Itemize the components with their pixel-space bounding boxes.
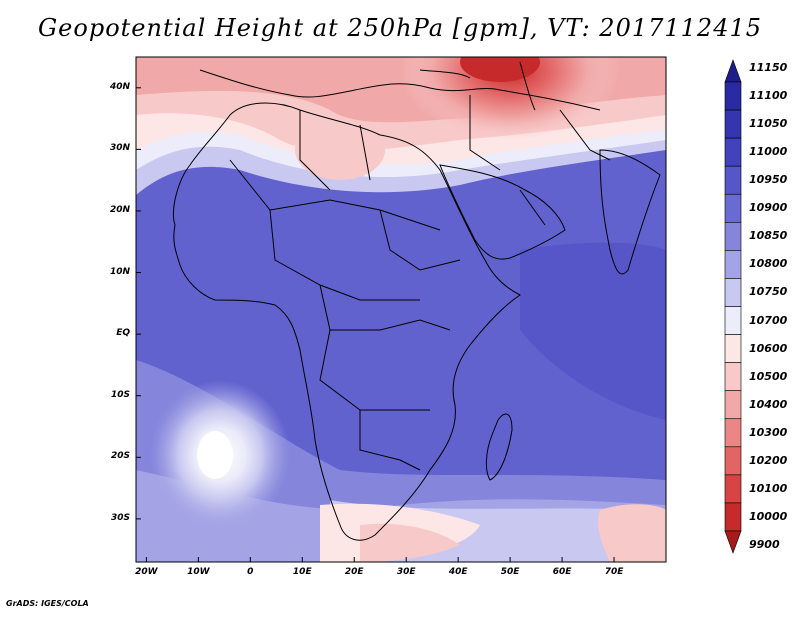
lon-label: 60E xyxy=(552,567,572,577)
colorbar-swatch xyxy=(724,502,742,532)
lon-label: 40E xyxy=(448,567,468,577)
colorbar-swatch xyxy=(724,362,742,391)
lon-label: 10E xyxy=(292,567,312,577)
colorbar-label: 10300 xyxy=(749,425,788,439)
lat-label: 10N xyxy=(109,266,130,277)
chart-title: Geopotential Height at 250hPa [gpm], VT:… xyxy=(38,14,762,42)
colorbar-swatch xyxy=(724,59,742,83)
colorbar-label: 10900 xyxy=(749,201,788,215)
credit-label: GrADS: IGES/COLA xyxy=(6,599,89,608)
lon-label: 20W xyxy=(135,567,158,577)
colorbar-label: 10600 xyxy=(749,341,788,355)
colorbar-label: 10700 xyxy=(749,313,788,327)
colorbar-swatch xyxy=(724,137,742,167)
colorbar-label: 10400 xyxy=(749,397,788,411)
colorbar-label: 10850 xyxy=(749,229,788,243)
lat-label: EQ xyxy=(116,328,130,339)
colorbar-swatch xyxy=(724,193,742,223)
lon-label: 30E xyxy=(396,567,416,577)
colorbar-label: 11150 xyxy=(749,60,788,74)
colorbar-swatch xyxy=(724,306,742,335)
colorbar-swatch xyxy=(724,250,742,279)
colorbar-swatch xyxy=(724,278,742,307)
coastlines xyxy=(172,61,661,541)
colorbar-label: 11050 xyxy=(749,117,788,131)
colorbar-swatch xyxy=(724,474,742,504)
colorbar-swatch xyxy=(724,109,742,139)
lat-label: 30N xyxy=(109,143,130,154)
plot-frame xyxy=(135,56,667,563)
colorbar-swatch xyxy=(724,222,742,251)
colorbar-label: 9900 xyxy=(749,538,780,552)
lon-label: 70E xyxy=(604,567,624,577)
lat-label: 40N xyxy=(109,81,130,92)
colorbar-label: 10000 xyxy=(749,509,788,523)
colorbar-label: 10950 xyxy=(749,173,788,187)
colorbar-swatch xyxy=(724,418,742,448)
colorbar-label: 11000 xyxy=(749,145,788,159)
lon-label: 50E xyxy=(500,567,520,577)
colorbar-swatch xyxy=(724,446,742,476)
colorbar-label: 10200 xyxy=(749,453,788,467)
colorbar-swatch xyxy=(724,165,742,195)
axis-ticks xyxy=(136,87,615,562)
field-shading xyxy=(136,57,666,562)
colorbar-swatch xyxy=(724,390,742,420)
lat-label: 20N xyxy=(109,204,130,215)
lon-label: 10W xyxy=(187,567,210,577)
lat-label: 30S xyxy=(110,512,130,523)
lon-label: 0 xyxy=(247,567,254,577)
colorbar-label: 10100 xyxy=(749,481,788,495)
colorbar-swatch xyxy=(724,530,742,554)
lon-label: 20E xyxy=(344,567,364,577)
colorbar-label: 10800 xyxy=(749,257,788,271)
lat-label: 10S xyxy=(110,389,130,400)
colorbar-label: 11100 xyxy=(749,89,788,103)
colorbar-swatch xyxy=(724,334,742,363)
lat-label: 20S xyxy=(110,451,130,462)
colorbar-label: 10750 xyxy=(749,285,788,299)
colorbar-label: 10500 xyxy=(749,369,788,383)
colorbar xyxy=(724,59,742,554)
colorbar-swatch xyxy=(724,81,742,111)
